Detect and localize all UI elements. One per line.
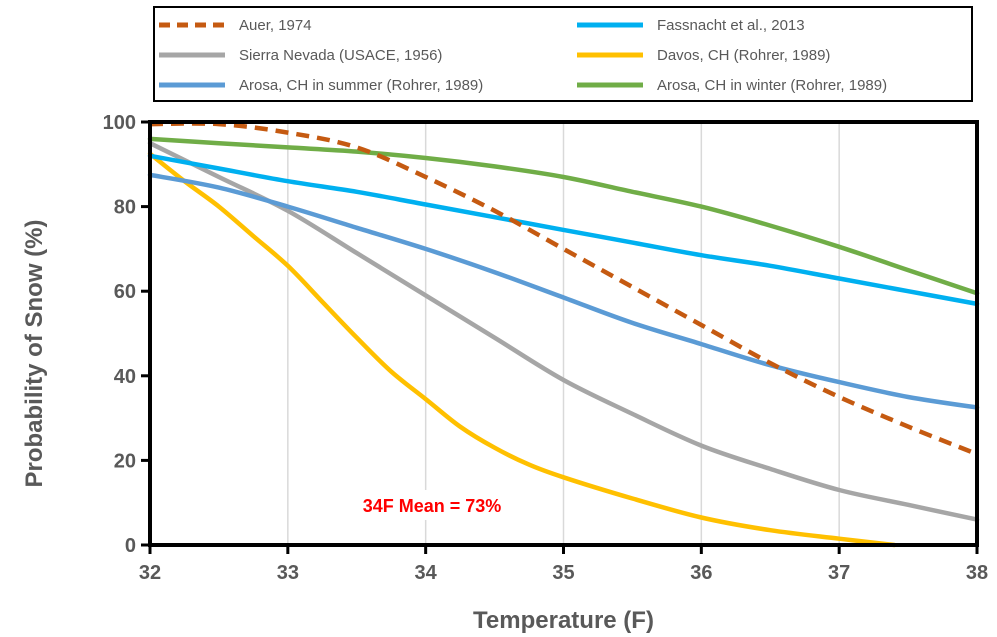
x-tick-label-37: 37 bbox=[828, 562, 850, 584]
legend-swatch-auer bbox=[159, 22, 225, 28]
annotation-background bbox=[330, 490, 534, 520]
series-line-2 bbox=[147, 140, 980, 522]
x-tick-label-36: 36 bbox=[690, 562, 712, 584]
y-axis-tick-labels: 0 20 40 60 80 100 bbox=[103, 112, 136, 557]
y-tick-label-80: 80 bbox=[114, 197, 136, 219]
x-tick-label-32: 32 bbox=[139, 562, 161, 584]
series-lines bbox=[147, 121, 980, 548]
legend-item-arosa-winter: Arosa, CH in winter (Rohrer, 1989) bbox=[573, 74, 887, 96]
legend-swatch-arosa-winter bbox=[577, 82, 643, 88]
legend-item-auer: Auer, 1974 bbox=[155, 14, 312, 36]
y-tick-label-40: 40 bbox=[114, 366, 136, 388]
legend-item-davos: Davos, CH (Rohrer, 1989) bbox=[573, 44, 830, 66]
axis-ticks bbox=[141, 120, 979, 554]
legend-item-arosa-summer: Arosa, CH in summer (Rohrer, 1989) bbox=[155, 74, 483, 96]
legend-swatch-fassnacht bbox=[577, 22, 643, 28]
y-tick-label-60: 60 bbox=[114, 281, 136, 303]
mean-annotation: 34F Mean = 73% bbox=[363, 496, 502, 516]
chart-legend: Auer, 1974 Fassnacht et al., 2013 Sierra… bbox=[153, 6, 973, 102]
legend-label-auer: Auer, 1974 bbox=[239, 16, 312, 34]
legend-label-arosa-winter: Arosa, CH in winter (Rohrer, 1989) bbox=[657, 76, 888, 94]
y-axis-title: Probability of Snow (%) bbox=[21, 220, 48, 488]
y-tick-label-20: 20 bbox=[114, 450, 136, 472]
x-tick-label-35: 35 bbox=[552, 562, 574, 584]
x-axis-title: Temperature (F) bbox=[473, 607, 654, 634]
legend-label-sierra-nevada: Sierra Nevada (USACE, 1956) bbox=[239, 46, 443, 64]
y-tick-label-100: 100 bbox=[103, 112, 136, 134]
x-tick-label-34: 34 bbox=[415, 562, 438, 584]
legend-swatch-sierra-nevada bbox=[159, 52, 225, 58]
vertical-gridlines bbox=[287, 122, 840, 545]
series-line-4 bbox=[147, 172, 980, 410]
x-tick-label-33: 33 bbox=[277, 562, 299, 584]
series-line-1 bbox=[147, 153, 980, 307]
x-axis-tick-labels: 32 33 34 35 36 37 38 bbox=[139, 562, 988, 584]
series-line-5 bbox=[147, 136, 980, 296]
series-line-3 bbox=[147, 151, 897, 548]
legend-item-fassnacht: Fassnacht et al., 2013 bbox=[573, 14, 805, 36]
legend-label-fassnacht: Fassnacht et al., 2013 bbox=[657, 16, 805, 34]
legend-swatch-arosa-summer bbox=[159, 82, 225, 88]
x-tick-label-38: 38 bbox=[966, 562, 988, 584]
legend-item-sierra-nevada: Sierra Nevada (USACE, 1956) bbox=[155, 44, 442, 66]
legend-label-arosa-summer: Arosa, CH in summer (Rohrer, 1989) bbox=[239, 76, 484, 94]
series-line-0 bbox=[149, 121, 978, 457]
legend-label-davos: Davos, CH (Rohrer, 1989) bbox=[657, 46, 831, 64]
legend-swatch-davos bbox=[577, 52, 643, 58]
y-tick-label-0: 0 bbox=[125, 535, 136, 557]
